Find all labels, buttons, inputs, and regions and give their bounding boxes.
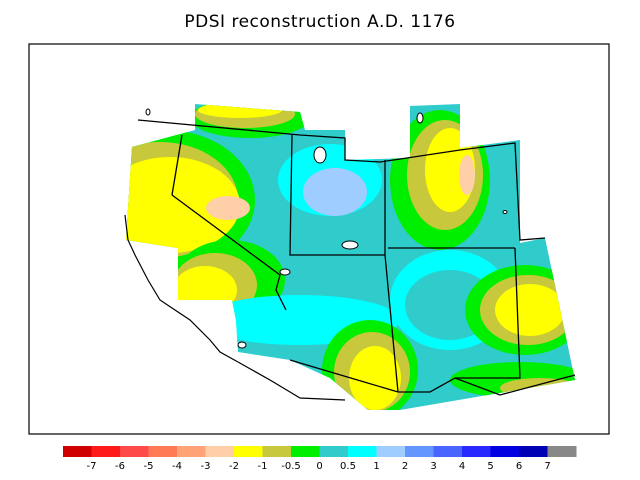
colorbar-swatch (519, 446, 548, 457)
state-boundaries (137, 119, 576, 396)
colorbar: -7 -6 -5 -4 -3 -2 -1 -0.5 0 0.5 1 2 3 4 5 6 7 (63, 446, 577, 472)
lake-nw (145, 108, 151, 116)
colorbar-swatch (462, 446, 491, 457)
boundary-ca-nv-north (171, 134, 183, 196)
colorbar-swatch (262, 446, 292, 457)
coastline (124, 214, 346, 401)
colorbar-swatch (91, 446, 121, 457)
great-salt-lake (313, 146, 327, 164)
colorbar-swatch (405, 446, 434, 457)
colorbar-label: -2 (229, 461, 239, 472)
lake-powell (341, 240, 359, 250)
coastline-baja (237, 361, 346, 401)
map-title: PDSI reconstruction A.D. 1176 (184, 12, 456, 32)
boundary-north (137, 119, 546, 241)
field-saz-yellow (349, 346, 401, 410)
colorbar-label: -3 (201, 461, 211, 472)
colorbar-label: 0 (316, 461, 322, 472)
coastline-california (124, 214, 239, 363)
colorbar-swatch (433, 446, 463, 457)
colorbar-label: 0.5 (340, 461, 356, 472)
colorbar-swatch (63, 446, 92, 457)
colorbar-swatch (291, 446, 320, 457)
boundary-az-nm (384, 254, 399, 393)
lake-wy (416, 112, 424, 124)
colorbar-label: -7 (87, 461, 97, 472)
boundary-tx-mexico (454, 374, 576, 396)
colorbar-swatch (205, 446, 235, 457)
colorbar-label: -6 (115, 461, 125, 472)
colorbar-swatch (148, 446, 178, 457)
boundary-ca-nv-diagonal (171, 194, 287, 311)
colorbar-swatch (234, 446, 263, 457)
colorbar-label: 3 (430, 461, 436, 472)
colorbar-label: -0.5 (281, 461, 301, 472)
colorbar-swatch (177, 446, 206, 457)
colorbar-swatch (319, 446, 349, 457)
lake-mead (279, 268, 291, 276)
salton-sea (237, 341, 247, 349)
colorbar-swatch (348, 446, 377, 457)
colorbar-label: -4 (172, 461, 182, 472)
colorbar-label: 4 (459, 461, 465, 472)
colorbar-label: 5 (487, 461, 493, 472)
colorbar-labels: -7 -6 -5 -4 -3 -2 -1 -0.5 0 0.5 1 2 3 4 5 6 7 (87, 461, 551, 472)
lake-ne (502, 210, 508, 214)
boundary-nv-ut (289, 134, 385, 256)
colorbar-label: 1 (373, 461, 379, 472)
boundary-mexico (289, 359, 410, 393)
colorbar-label: 6 (516, 461, 522, 472)
field-co-peach (459, 155, 475, 195)
field-nw-peach (206, 196, 250, 220)
colorbar-label: -5 (144, 461, 154, 472)
colorbar-swatch (490, 446, 520, 457)
field-e-yellow (495, 284, 565, 336)
field-ut-blue (303, 168, 367, 216)
lakes (145, 108, 508, 349)
pdsi-field (126, 104, 575, 410)
colorbar-label: 7 (544, 461, 550, 472)
colorbar-swatch (547, 446, 577, 457)
colorbar-label: 2 (402, 461, 408, 472)
colorbar-swatch (120, 446, 149, 457)
field-nw-yellow (126, 157, 240, 253)
colorbar-label: -1 (258, 461, 268, 472)
colorbar-swatch (376, 446, 406, 457)
colorbar-swatches (63, 446, 577, 457)
